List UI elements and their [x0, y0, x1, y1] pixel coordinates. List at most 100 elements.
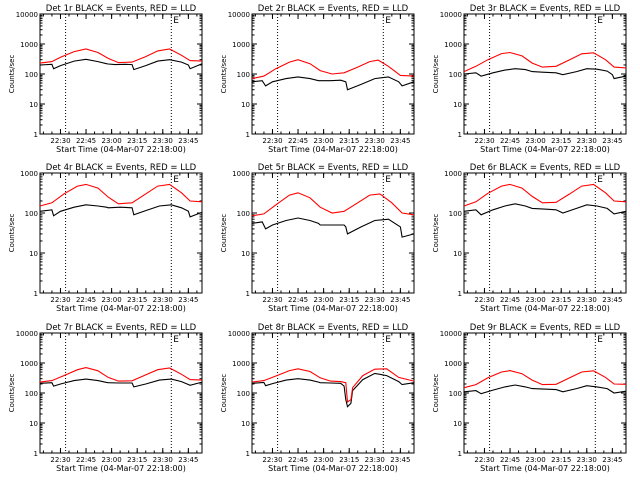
plot-frame: [251, 172, 415, 294]
x-tick-label: 22:45: [76, 456, 96, 464]
x-tick-label: 22:30: [50, 456, 70, 464]
x-tick-label: 23:15: [339, 296, 359, 304]
x-tick-label: 22:30: [262, 456, 282, 464]
x-tick-label: 22:45: [500, 456, 520, 464]
y-tick-label: 10: [241, 250, 250, 258]
x-tick-label: 23:45: [390, 456, 410, 464]
x-axis-label: Start Time (04-Mar-07 22:18:00): [268, 304, 398, 313]
x-tick-label: 23:45: [602, 456, 622, 464]
y-axis-label: Counts/sec: [432, 374, 440, 413]
corner-mark: E: [597, 175, 603, 185]
chart-panel: Det 5r BLACK = Events, RED = LLD 1 10 100 10…: [220, 163, 415, 313]
plot-frame: [463, 172, 627, 294]
y-tick-label: 10: [453, 250, 462, 258]
x-tick-label: 22:45: [76, 137, 96, 145]
x-tick-label: 23:15: [127, 456, 147, 464]
y-tick-label: 10: [453, 101, 462, 109]
x-axis-label: Start Time (04-Mar-07 22:18:00): [268, 464, 398, 473]
x-tick-label: 23:30: [153, 137, 173, 145]
y-tick-label: 1: [34, 131, 38, 139]
x-tick-label: 23:45: [602, 137, 622, 145]
lld-series-line: [463, 370, 627, 389]
chart-panel: Det 7r BLACK = Events, RED = LLD 1 10 100 10…: [8, 323, 203, 473]
lld-series-line: [251, 192, 415, 217]
events-series-line: [463, 203, 627, 216]
chart-panel: Det 1r BLACK = Events, RED = LLD 1 10 100 10…: [8, 4, 203, 154]
y-tick-label: 100: [237, 390, 250, 398]
y-tick-label: 10: [29, 420, 38, 428]
y-tick-label: 10: [453, 420, 462, 428]
corner-mark: E: [385, 175, 391, 185]
y-tick-label: 100: [237, 210, 250, 218]
x-tick-label: 22:30: [474, 137, 494, 145]
y-axis-label: Counts/sec: [8, 55, 16, 94]
y-tick-label: 1000: [20, 41, 38, 49]
y-tick-label: 1000: [232, 360, 250, 368]
corner-mark: E: [597, 16, 603, 26]
x-tick-label: 23:15: [127, 137, 147, 145]
x-axis-label: Start Time (04-Mar-07 22:18:00): [480, 464, 610, 473]
chart-panel: Det 4r BLACK = Events, RED = LLD 1 10 100 10…: [8, 163, 203, 313]
y-axis-label: Counts/sec: [432, 55, 440, 94]
x-tick-label: 23:45: [178, 296, 198, 304]
x-tick-label: 23:30: [153, 456, 173, 464]
y-tick-label: 1000: [20, 170, 38, 178]
x-axis-label: Start Time (04-Mar-07 22:18:00): [56, 464, 186, 473]
events-series-line: [251, 372, 415, 408]
x-tick-label: 23:15: [551, 296, 571, 304]
y-tick-label: 1: [34, 450, 38, 458]
x-tick-label: 23:30: [577, 456, 597, 464]
lld-series-line: [463, 183, 627, 207]
y-axis-label: Counts/sec: [220, 55, 228, 94]
chart-title: Det 7r BLACK = Events, RED = LLD: [46, 323, 197, 333]
corner-mark: E: [385, 335, 391, 345]
x-tick-label: 22:30: [474, 296, 494, 304]
lld-series-line: [39, 183, 203, 207]
y-axis-label: Counts/sec: [8, 374, 16, 413]
x-axis-label: Start Time (04-Mar-07 22:18:00): [56, 304, 186, 313]
y-tick-label: 1: [34, 290, 38, 298]
x-axis-label: Start Time (04-Mar-07 22:18:00): [268, 145, 398, 154]
y-tick-label: 10000: [16, 330, 38, 338]
y-tick-label: 10000: [440, 11, 462, 19]
x-axis-label: Start Time (04-Mar-07 22:18:00): [480, 304, 610, 313]
y-tick-label: 1000: [444, 170, 462, 178]
x-tick-label: 22:30: [474, 456, 494, 464]
x-tick-label: 23:45: [390, 137, 410, 145]
events-series-line: [251, 217, 415, 238]
x-tick-label: 23:00: [314, 296, 334, 304]
y-tick-label: 1000: [444, 360, 462, 368]
y-axis-label: Counts/sec: [8, 214, 16, 253]
y-tick-label: 10: [29, 250, 38, 258]
y-tick-label: 100: [449, 390, 462, 398]
x-tick-label: 22:45: [76, 296, 96, 304]
y-tick-label: 100: [25, 210, 38, 218]
y-tick-label: 100: [449, 71, 462, 79]
lld-series-line: [463, 51, 627, 73]
corner-mark: E: [385, 16, 391, 26]
y-tick-label: 1: [246, 131, 250, 139]
x-tick-label: 23:30: [577, 296, 597, 304]
corner-mark: E: [597, 335, 603, 345]
chart-title: Det 6r BLACK = Events, RED = LLD: [470, 163, 621, 173]
x-tick-label: 23:00: [526, 137, 546, 145]
x-tick-label: 23:45: [602, 296, 622, 304]
y-tick-label: 100: [237, 71, 250, 79]
x-tick-label: 23:30: [577, 137, 597, 145]
lld-series-line: [251, 368, 415, 403]
corner-mark: E: [173, 175, 179, 185]
chart-panel: Det 3r BLACK = Events, RED = LLD 1 10 100 10…: [432, 4, 627, 154]
y-tick-label: 1: [246, 290, 250, 298]
x-tick-label: 23:45: [390, 296, 410, 304]
y-tick-label: 1000: [232, 170, 250, 178]
x-tick-label: 23:30: [153, 296, 173, 304]
chart-title: Det 1r BLACK = Events, RED = LLD: [46, 4, 197, 14]
plot-frame: [251, 332, 415, 454]
x-tick-label: 23:00: [526, 456, 546, 464]
x-tick-label: 23:15: [339, 456, 359, 464]
chart-title: Det 5r BLACK = Events, RED = LLD: [258, 163, 409, 173]
chart-title: Det 3r BLACK = Events, RED = LLD: [470, 4, 621, 14]
x-tick-label: 22:30: [262, 296, 282, 304]
plot-frame: [39, 332, 203, 454]
